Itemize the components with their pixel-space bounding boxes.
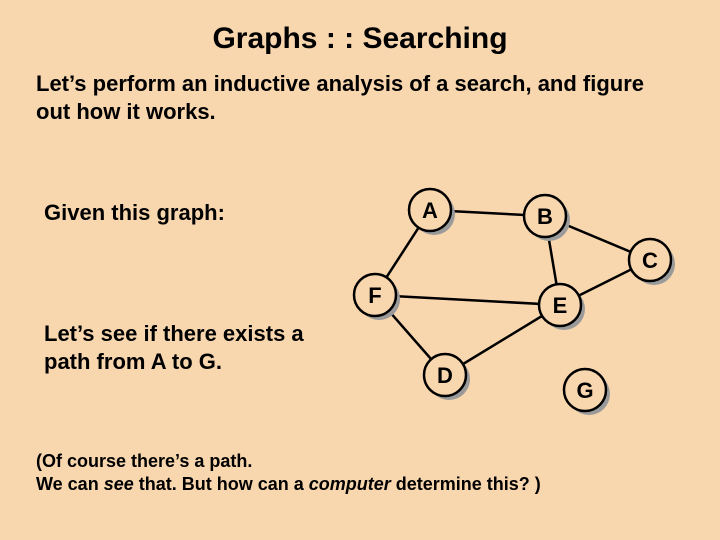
node-A: A xyxy=(409,189,455,235)
footnote-end: determine this? ) xyxy=(391,474,541,494)
node-B: B xyxy=(524,195,570,241)
node-G: G xyxy=(564,369,610,415)
slide-title: Graphs : : Searching xyxy=(0,22,720,56)
footnote-computer: computer xyxy=(309,474,391,494)
node-label-D: D xyxy=(437,363,453,388)
intro-text: Let’s perform an inductive analysis of a… xyxy=(36,70,676,125)
node-E: E xyxy=(539,284,585,330)
node-C: C xyxy=(629,239,675,285)
node-label-C: C xyxy=(642,248,658,273)
node-label-E: E xyxy=(553,293,568,318)
footnote-seecan: We can xyxy=(36,474,104,494)
node-label-G: G xyxy=(576,378,593,403)
footnote: (Of course there’s a path. We can see th… xyxy=(36,450,676,497)
footnote-mid: that. But how can a xyxy=(134,474,309,494)
given-label: Given this graph: xyxy=(44,200,225,226)
node-D: D xyxy=(424,354,470,400)
footnote-line1: (Of course there’s a path. xyxy=(36,451,252,471)
graph-diagram: A B C F E D G xyxy=(350,180,690,420)
edge-F-E xyxy=(375,295,560,305)
node-F: F xyxy=(354,274,400,320)
question-text: Let’s see if there exists a path from A … xyxy=(44,320,304,375)
node-label-B: B xyxy=(537,204,553,229)
node-label-F: F xyxy=(368,283,381,308)
node-label-A: A xyxy=(422,198,438,223)
footnote-see: see xyxy=(104,474,134,494)
slide: Graphs : : Searching Let’s perform an in… xyxy=(0,0,720,540)
